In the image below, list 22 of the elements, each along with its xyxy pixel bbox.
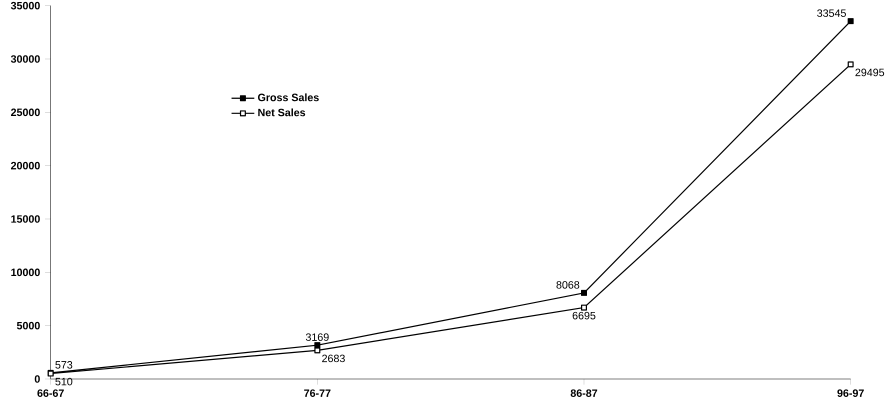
data-label: 573 — [55, 361, 72, 369]
y-tick-label: 15000 — [11, 215, 40, 223]
y-tick-label: 35000 — [10, 2, 40, 10]
data-label: 33545 — [817, 9, 846, 17]
data-label: 2683 — [322, 354, 345, 362]
y-tick-label: 20000 — [10, 162, 40, 170]
y-tick-label: 0 — [34, 375, 40, 383]
data-label: 29495 — [855, 68, 884, 76]
data-label: 3169 — [306, 333, 329, 341]
y-tick-label: 30000 — [10, 55, 40, 63]
y-tick-label: 25000 — [10, 108, 40, 116]
x-tick-label: 86-87 — [570, 389, 598, 397]
x-tick-label: 76-77 — [304, 389, 330, 397]
legend-label: Net Sales — [258, 108, 306, 116]
x-tick-label: 96-97 — [837, 389, 864, 397]
y-tick-label: 5000 — [16, 322, 40, 330]
legend-label: Gross Sales — [258, 93, 319, 102]
data-label: 6695 — [572, 312, 596, 320]
y-tick-label: 10000 — [11, 268, 40, 276]
data-label: 510 — [55, 378, 72, 386]
x-tick-label: 66-67 — [37, 389, 64, 397]
data-label: 8068 — [556, 281, 580, 289]
